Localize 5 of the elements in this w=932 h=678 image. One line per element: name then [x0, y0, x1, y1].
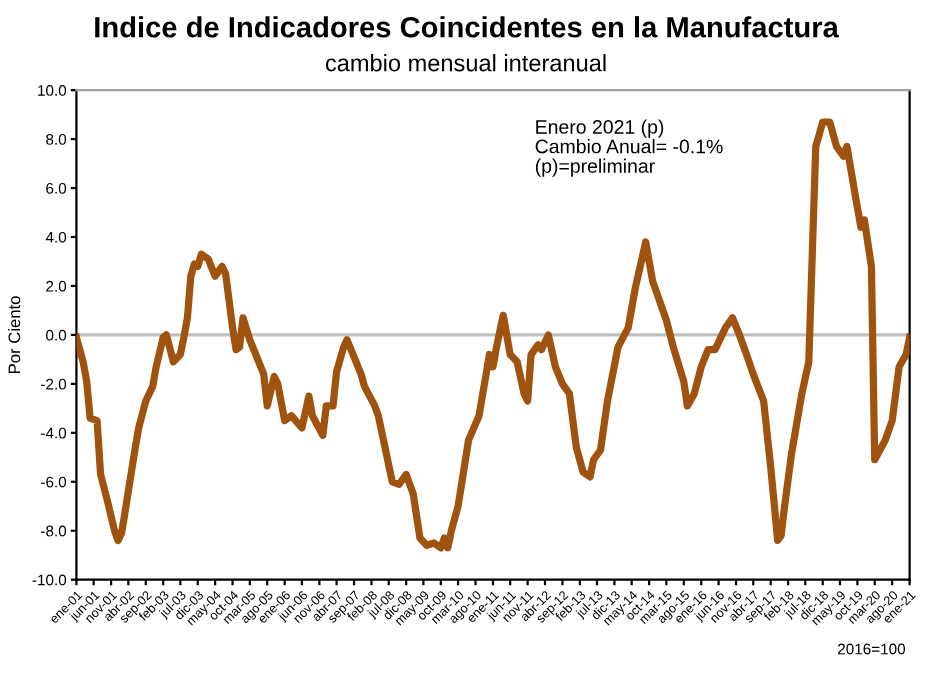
line-series: [76, 118, 910, 552]
y-axis-title: Por Ciento: [8, 296, 21, 373]
annotation: Enero 2021 (p) Cambio Anual= -0.1% (p)=preliminar: [535, 119, 723, 177]
chart-title: Indice de Indicadores Coincidentes en la Manufactura: [95, 16, 839, 38]
chart-subtitle: cambio mensual interanual: [325, 54, 606, 72]
